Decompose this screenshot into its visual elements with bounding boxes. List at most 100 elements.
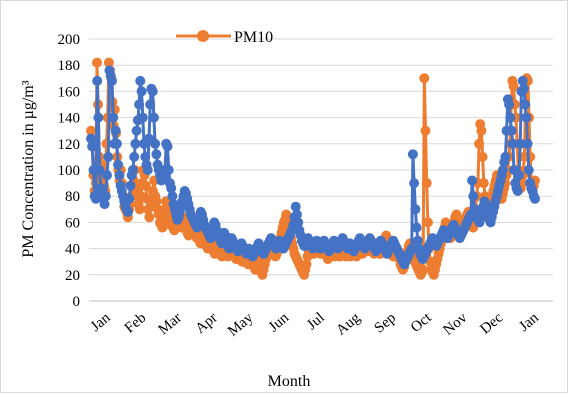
x-tick-label: Mar <box>156 310 185 338</box>
data-point <box>514 170 524 181</box>
legend: PM10 <box>176 29 273 46</box>
data-point <box>87 141 98 152</box>
data-point <box>86 133 96 144</box>
data-point <box>103 151 114 162</box>
data-point <box>92 57 102 68</box>
data-point <box>166 183 177 194</box>
data-point <box>135 75 146 86</box>
data-point <box>468 191 479 202</box>
data-point <box>409 178 420 189</box>
data-point <box>130 138 141 149</box>
x-tick-label: Sep <box>372 310 400 337</box>
y-tick-label: 180 <box>58 58 81 74</box>
data-point <box>110 125 121 136</box>
data-point <box>107 75 117 86</box>
data-point <box>507 138 518 149</box>
y-tick-label: 80 <box>65 189 80 205</box>
y-tick-label: 200 <box>58 32 81 48</box>
data-point <box>419 73 430 84</box>
x-tick-label: Aug <box>333 309 363 338</box>
data-point <box>150 138 161 149</box>
data-point <box>406 243 417 254</box>
series-layer <box>86 57 540 280</box>
data-point <box>301 259 312 270</box>
data-point <box>167 191 178 202</box>
data-point <box>407 149 418 160</box>
x-tick-label: Oct <box>408 309 436 336</box>
data-point <box>517 75 528 86</box>
data-point <box>520 99 531 110</box>
data-point <box>140 180 151 191</box>
data-point <box>163 165 174 175</box>
data-point <box>134 204 145 215</box>
data-point <box>124 193 135 204</box>
data-point <box>123 206 133 217</box>
data-point <box>145 99 156 110</box>
data-point <box>125 180 136 191</box>
data-point <box>410 204 421 215</box>
x-tick-label: Jan <box>516 309 542 334</box>
data-point <box>474 138 485 149</box>
data-point <box>522 138 533 149</box>
data-point <box>94 165 105 175</box>
data-point <box>102 170 112 181</box>
data-point <box>86 125 96 136</box>
data-point <box>518 83 529 94</box>
data-point <box>282 212 293 223</box>
data-point <box>508 81 519 92</box>
data-point <box>103 57 114 68</box>
y-tick-label: 100 <box>58 163 81 179</box>
x-tick-label: Apr <box>192 310 220 337</box>
data-point <box>478 178 489 189</box>
data-point <box>136 86 147 97</box>
data-point <box>411 222 422 233</box>
data-point <box>512 186 523 196</box>
y-tick-label: 40 <box>65 242 80 258</box>
data-point <box>504 99 515 110</box>
data-point <box>147 86 158 97</box>
y-axis-title: PM Concentration in µg/m³ <box>20 80 37 257</box>
data-point <box>290 201 301 212</box>
x-tick-label: Dec <box>477 310 506 338</box>
data-point <box>505 112 516 123</box>
y-tick-label: 140 <box>58 111 81 127</box>
data-point <box>418 264 429 275</box>
data-point <box>142 165 153 175</box>
data-point <box>523 165 534 175</box>
data-point <box>144 212 155 223</box>
data-point <box>134 99 145 110</box>
data-point <box>521 112 532 123</box>
y-tick-label: 120 <box>58 137 81 153</box>
series-pm-series-2 <box>86 65 540 270</box>
data-point <box>476 125 487 136</box>
data-point <box>292 209 302 220</box>
y-tick-label: 160 <box>58 84 81 100</box>
data-point <box>293 217 304 228</box>
data-point <box>506 125 517 136</box>
y-tick-label: 60 <box>65 215 80 231</box>
data-point <box>127 165 138 175</box>
data-point <box>162 141 173 152</box>
data-point <box>114 170 125 181</box>
x-tick-label: Feb <box>122 310 150 337</box>
y-tick-labels: 0 20 40 60 80 100 120 140 160 180 200 <box>58 32 81 310</box>
data-point <box>477 151 488 162</box>
x-tick-label: Jul <box>304 310 328 334</box>
legend-swatch-marker <box>197 30 209 42</box>
data-point <box>151 196 162 207</box>
x-axis-title: Month <box>268 373 311 390</box>
data-point <box>131 125 142 136</box>
x-tick-label: Nov <box>440 309 470 338</box>
x-tick-label: Jan <box>88 309 114 334</box>
data-point <box>148 112 159 123</box>
data-point <box>497 165 508 175</box>
data-point <box>111 138 122 149</box>
data-point <box>108 112 119 123</box>
data-point <box>93 112 104 123</box>
y-tick-label: 20 <box>65 268 80 284</box>
data-point <box>151 149 162 160</box>
data-point <box>500 151 511 162</box>
data-point <box>140 151 151 162</box>
